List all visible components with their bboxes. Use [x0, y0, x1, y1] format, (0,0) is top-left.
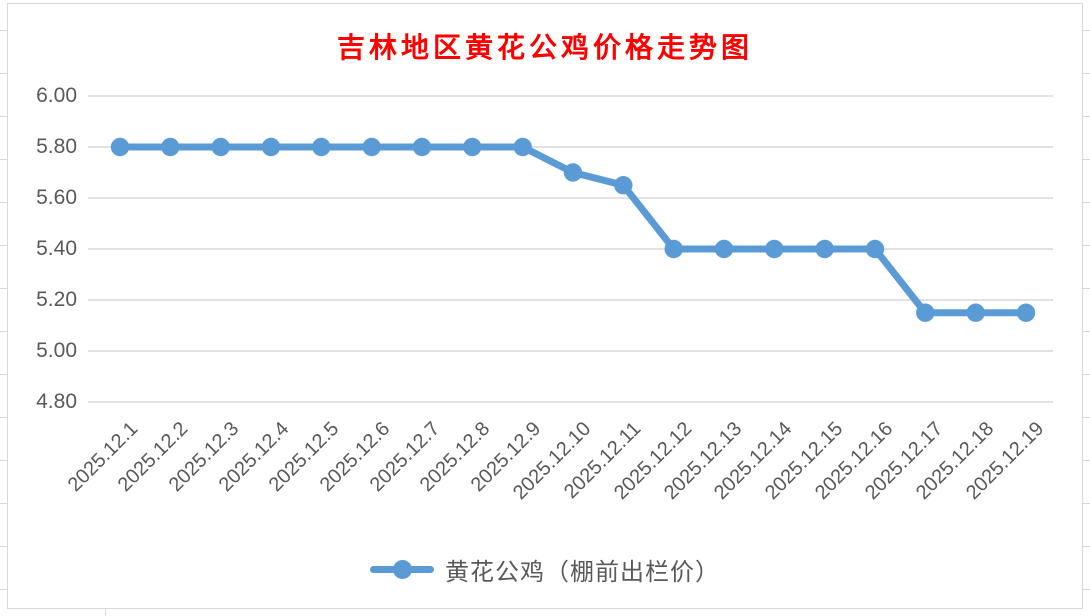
y-axis-label: 5.80 [36, 135, 77, 158]
sheet-row-gridlines-left [0, 0, 8, 616]
y-axis-label: 4.80 [36, 390, 77, 413]
y-axis-label: 6.00 [36, 84, 77, 107]
data-point-marker [110, 137, 130, 157]
legend-line-marker-icon [370, 559, 434, 579]
y-axis-label: 5.00 [36, 339, 77, 362]
data-point-marker [916, 303, 935, 322]
data-point-marker [211, 137, 230, 157]
data-point-marker [362, 137, 381, 157]
data-point-marker [614, 176, 633, 195]
y-axis-label: 5.20 [36, 288, 77, 311]
data-point-marker [865, 239, 885, 259]
legend: 黄花公鸡（棚前出栏价） [0, 552, 1090, 586]
data-point-marker [966, 303, 985, 322]
data-point-marker [513, 137, 532, 157]
price-trend-chart[interactable] [7, 3, 1083, 609]
data-point-marker [714, 239, 734, 259]
y-axis-label: 5.40 [36, 237, 77, 260]
data-point-marker [312, 137, 331, 157]
data-point-marker [563, 163, 583, 182]
data-point-marker [815, 239, 834, 259]
data-point-marker [261, 137, 281, 157]
data-point-marker [161, 137, 180, 157]
data-point-marker [412, 137, 432, 157]
y-axis-label: 5.60 [36, 186, 77, 209]
data-point-marker [664, 239, 683, 259]
sheet-row-gridlines-right [1083, 0, 1090, 616]
legend-series-label: 黄花公鸡（棚前出栏价） [445, 557, 720, 586]
sheet-column-gridline-bottom [105, 609, 106, 616]
data-point-marker [463, 137, 482, 157]
chart-title: 吉林地区黄花公鸡价格走势图 [336, 31, 753, 64]
data-point-marker [765, 239, 784, 259]
data-point-marker [1016, 303, 1036, 322]
